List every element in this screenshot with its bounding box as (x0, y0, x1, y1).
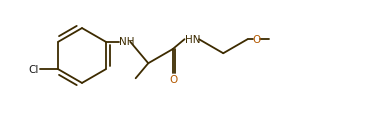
Text: O: O (253, 35, 261, 45)
Text: HN: HN (184, 34, 200, 44)
Text: NH: NH (119, 37, 134, 47)
Text: O: O (169, 74, 178, 84)
Text: Cl: Cl (29, 65, 39, 75)
